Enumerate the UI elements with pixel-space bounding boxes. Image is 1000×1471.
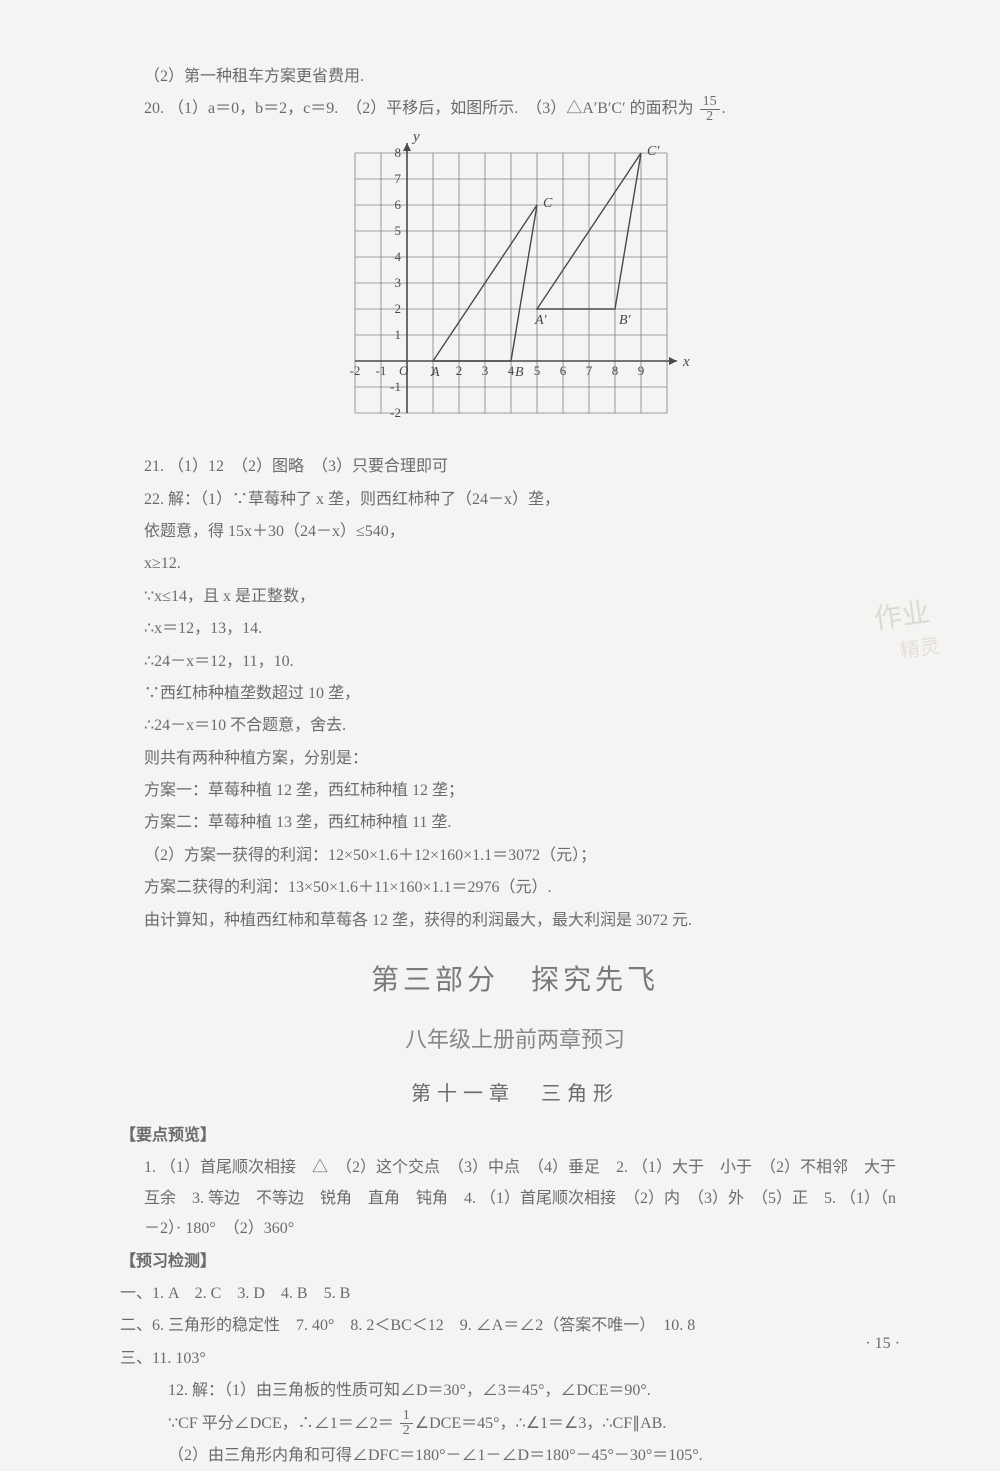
svg-text:-2: -2	[350, 363, 361, 378]
svg-text:7: 7	[395, 171, 402, 186]
q19-p2: （2）第一种租车方案更省费用.	[120, 62, 910, 92]
part3-title: 第三部分 探究先飞	[120, 954, 910, 1007]
svg-text:2: 2	[395, 301, 402, 316]
q20-text: 20. （1）a＝0，b＝2，c＝9. （2）平移后，如图所示. （3）△A′B…	[144, 100, 694, 117]
q12-2b: ∠DCE＝45°，∴∠1＝∠3，∴CF∥AB.	[415, 1415, 667, 1432]
svg-text:8: 8	[395, 145, 402, 160]
svg-text:8: 8	[612, 363, 619, 378]
chapter11-title: 第十一章 三角形	[120, 1075, 910, 1113]
q22-14: 由计算知，种植西红柿和草莓各 12 垄，获得的利润最大，最大利润是 3072 元…	[120, 906, 910, 936]
svg-text:3: 3	[395, 275, 402, 290]
svg-text:A′: A′	[534, 313, 548, 328]
svg-text:5: 5	[395, 223, 402, 238]
page-number: · 15 ·	[865, 1329, 900, 1359]
svg-text:9: 9	[638, 363, 645, 378]
svg-text:C: C	[543, 196, 553, 211]
q22-4: ∵x≤14，且 x 是正整数，	[120, 582, 910, 612]
svg-text:x: x	[682, 354, 690, 370]
svg-text:-1: -1	[376, 363, 387, 378]
q12-2: ∵CF 平分∠DCE，∴∠1＝∠2＝ 1 2 ∠DCE＝45°，∴∠1＝∠3，∴…	[120, 1409, 910, 1439]
q22-12: （2）方案一获得的利润：12×50×1.6＋12×160×1.1＝3072（元）…	[120, 841, 910, 871]
yaodian-body: 1. （1）首尾顺次相接 △ （2）这个交点 （3）中点 （4）垂足 2. （1…	[120, 1153, 910, 1244]
q22-13: 方案二获得的利润：13×50×1.6＋11×160×1.1＝2976（元）.	[120, 873, 910, 903]
svg-text:C′: C′	[647, 144, 660, 159]
q22-2: 依题意，得 15x＋30（24－x）≤540，	[120, 517, 910, 547]
svg-text:O: O	[399, 363, 409, 378]
frac-num: 1	[400, 1409, 413, 1424]
svg-text:7: 7	[586, 363, 593, 378]
q22-1: 22. 解：（1）∵草莓种了 x 垄，则西红柿种了（24－x）垄，	[120, 485, 910, 515]
q22-7: ∵西红柿种植垄数超过 10 垄，	[120, 679, 910, 709]
svg-text:B: B	[515, 365, 524, 380]
yaodian-head: 【要点预览】	[120, 1121, 910, 1151]
frac-den: 2	[700, 110, 720, 124]
graph-container: -2-1123456789-2-112345678OxyABCA′B′C′	[120, 133, 910, 442]
svg-text:5: 5	[534, 363, 541, 378]
svg-text:4: 4	[508, 363, 515, 378]
svg-text:6: 6	[560, 363, 567, 378]
q22-11: 方案二：草莓种植 13 垄，西红柿种植 11 垄.	[120, 808, 910, 838]
q12-1: 12. 解：（1）由三角板的性质可知∠D＝30°，∠3＝45°，∠DCE＝90°…	[120, 1376, 910, 1406]
q12-3: （2）由三角形内角和可得∠DFC＝180°－∠1－∠D＝180°－45°－30°…	[120, 1441, 910, 1471]
q22-9: 则共有两种种植方案，分别是：	[120, 744, 910, 774]
frac-num: 15	[700, 95, 720, 110]
q20-line: 20. （1）a＝0，b＝2，c＝9. （2）平移后，如图所示. （3）△A′B…	[120, 94, 910, 124]
yuxi-head: 【预习检测】	[120, 1247, 910, 1277]
q20-tail: .	[722, 100, 726, 117]
svg-text:1: 1	[395, 327, 402, 342]
frac-den: 2	[400, 1424, 413, 1438]
q20-frac: 15 2	[700, 95, 720, 124]
svg-text:2: 2	[456, 363, 463, 378]
q12-frac: 1 2	[400, 1409, 413, 1438]
svg-text:3: 3	[482, 363, 489, 378]
q22-5: ∴x＝12，13，14.	[120, 614, 910, 644]
coordinate-graph: -2-1123456789-2-112345678OxyABCA′B′C′	[337, 133, 693, 431]
svg-text:4: 4	[395, 249, 402, 264]
yuxi-3: 三、11. 103°	[120, 1344, 910, 1374]
svg-text:6: 6	[395, 197, 402, 212]
yuxi-2: 二、6. 三角形的稳定性 7. 40° 8. 2＜BC＜12 9. ∠A＝∠2（…	[120, 1311, 910, 1341]
svg-text:A: A	[430, 365, 440, 380]
q22-3: x≥12.	[120, 549, 910, 579]
svg-text:y: y	[411, 133, 420, 145]
yuxi-1: 一、1. A 2. C 3. D 4. B 5. B	[120, 1279, 910, 1309]
svg-text:-2: -2	[390, 405, 401, 420]
q12-2a: ∵CF 平分∠DCE，∴∠1＝∠2＝	[168, 1415, 394, 1432]
q22-6: ∴24－x＝12，11，10.	[120, 647, 910, 677]
svg-text:B′: B′	[619, 313, 632, 328]
q21: 21. （1）12 （2）图略 （3）只要合理即可	[120, 452, 910, 482]
svg-text:-1: -1	[390, 379, 401, 394]
subtitle: 八年级上册前两章预习	[120, 1019, 910, 1061]
q22-10: 方案一：草莓种植 12 垄，西红柿种植 12 垄；	[120, 776, 910, 806]
q22-8: ∴24－x＝10 不合题意，舍去.	[120, 711, 910, 741]
